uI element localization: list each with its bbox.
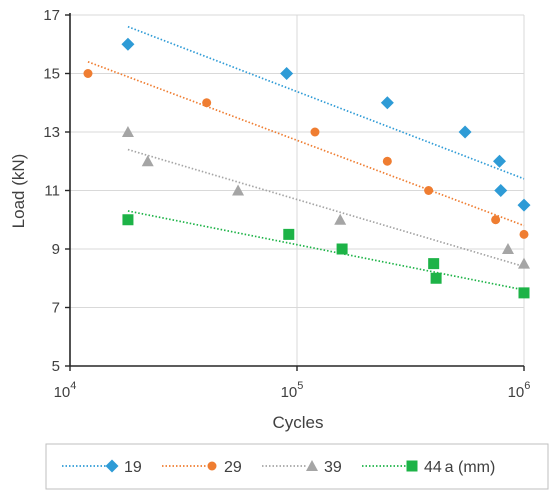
y-tick-label: 15 (43, 66, 60, 83)
point-44 (428, 258, 440, 270)
legend-marker-39 (306, 460, 318, 471)
point-29 (519, 229, 529, 239)
point-39 (232, 184, 245, 196)
y-tick-labels: 5 7 9 11 13 15 17 (43, 7, 60, 375)
point-44 (430, 272, 442, 284)
point-44 (122, 214, 134, 226)
point-44 (518, 287, 530, 299)
legend-label-39: 39 (324, 459, 342, 476)
y-tick-label: 9 (52, 241, 60, 258)
legend: 19 29 39 44 (62, 459, 442, 476)
trend-line-29 (87, 61, 525, 227)
point-44 (336, 243, 348, 255)
point-39 (121, 126, 134, 137)
y-tick-label: 7 (52, 300, 60, 317)
point-19 (280, 67, 294, 80)
trend-line-44 (127, 210, 525, 291)
legend-label-29: 29 (224, 459, 242, 476)
point-19 (517, 198, 531, 212)
x-tick-label: 104 (54, 380, 77, 401)
point-39 (501, 243, 514, 254)
point-19 (493, 154, 507, 168)
trend-lines (87, 25, 525, 291)
point-39 (518, 257, 530, 269)
legend-marker-19 (105, 459, 119, 473)
trend-line-19 (127, 25, 525, 180)
point-29 (491, 215, 501, 225)
legend-box (45, 443, 549, 490)
point-44 (283, 228, 295, 240)
point-29 (310, 127, 320, 137)
point-19 (458, 125, 472, 139)
legend-label-19: 19 (124, 459, 142, 476)
y-tick-label: 5 (52, 358, 60, 375)
y-tick-label: 11 (44, 183, 60, 200)
legend-marker-44 (406, 460, 418, 472)
legend-label-44: 44 (424, 459, 442, 476)
x-axis-title: Cycles (272, 413, 323, 432)
grid-lines (69, 14, 525, 367)
point-19 (121, 37, 135, 51)
y-tick-label: 17 (43, 7, 60, 24)
point-29 (83, 69, 93, 78)
point-29 (424, 186, 434, 195)
x-tick-label: 105 (281, 380, 304, 401)
x-tick-labels: 104 105 106 (54, 380, 531, 401)
legend-marker-29 (207, 461, 217, 471)
y-axis-title: Load (kN) (9, 154, 28, 229)
point-39 (334, 213, 347, 225)
point-29 (202, 98, 212, 108)
point-39 (141, 155, 154, 167)
axes (65, 13, 525, 371)
point-29 (382, 156, 392, 166)
trend-line-39 (127, 148, 525, 268)
point-19 (380, 96, 394, 110)
point-19 (494, 184, 508, 197)
x-tick-label: 106 (508, 380, 531, 401)
legend-unit-label: a (mm) (445, 459, 496, 476)
data-points (83, 37, 531, 299)
y-tick-label: 13 (43, 124, 60, 141)
